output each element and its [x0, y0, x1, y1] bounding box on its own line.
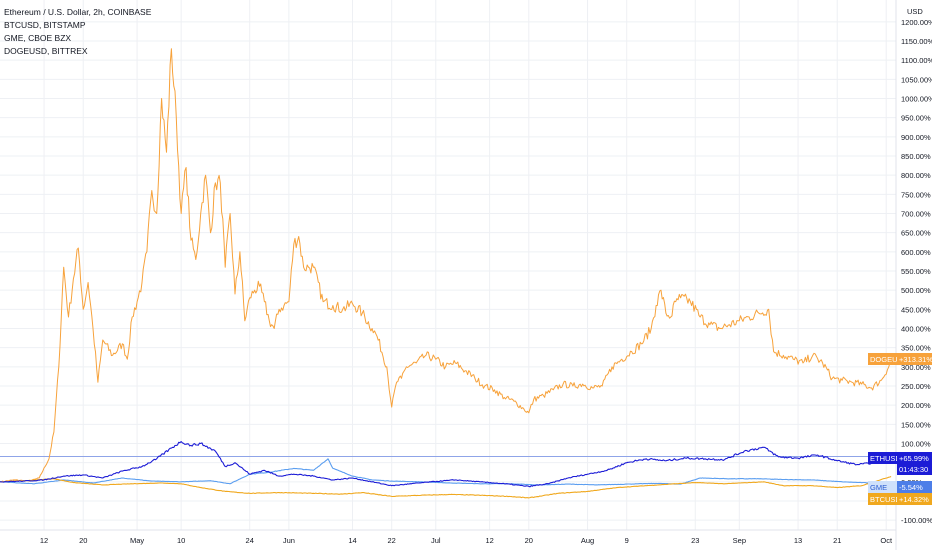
- y-tick-label: -100.00%: [901, 516, 932, 525]
- badge-name-box: [868, 452, 897, 464]
- badge-eth: ETHUSD+65.99%: [868, 452, 932, 464]
- badge-value-box: [897, 481, 932, 493]
- y-tick-label: 700.00%: [901, 210, 931, 219]
- x-tick-label: 24: [246, 536, 254, 545]
- grid-layer: [0, 0, 897, 550]
- x-tick-label: 20: [525, 536, 533, 545]
- legend-title[interactable]: Ethereum / U.S. Dollar, 2h, COINBASE: [4, 7, 152, 17]
- y-tick-label: 250.00%: [901, 382, 931, 391]
- chart-legend: Ethereum / U.S. Dollar, 2h, COINBASE BTC…: [4, 6, 151, 58]
- x-tick-label: 9: [625, 536, 629, 545]
- badge-btc: BTCUSD+14.32%: [868, 493, 932, 505]
- x-tick-label: 10: [177, 536, 185, 545]
- x-tick-label: 23: [691, 536, 699, 545]
- y-tick-label: 600.00%: [901, 248, 931, 257]
- series-line-ethusd: [0, 441, 892, 488]
- y-tick-label: 950.00%: [901, 114, 931, 123]
- x-tick-label: 22: [388, 536, 396, 545]
- series-layer: [0, 48, 892, 499]
- eth-countdown: 01:43:30: [899, 465, 928, 474]
- y-tick-label: 800.00%: [901, 171, 931, 180]
- x-tick-label: Oct: [880, 536, 893, 545]
- badge-gme: GME -5.54%: [868, 481, 932, 493]
- x-tick-label: 12: [485, 536, 493, 545]
- badge-name-box: [868, 353, 897, 365]
- y-tick-label: 350.00%: [901, 344, 931, 353]
- badge-value: +14.32%: [899, 495, 929, 504]
- y-tick-label: 500.00%: [901, 286, 931, 295]
- series-line-btcusd: [0, 475, 892, 499]
- y-tick-label: 200.00%: [901, 401, 931, 410]
- x-tick-label: 13: [794, 536, 802, 545]
- y-tick-label: 1100.00%: [901, 56, 932, 65]
- y-tick-label: 100.00%: [901, 440, 931, 449]
- y-tick-label: 1000.00%: [901, 95, 932, 104]
- y-tick-label: 1200.00%: [901, 18, 932, 27]
- legend-item-dogeusd[interactable]: DOGEUSD, BITTREX: [4, 46, 88, 56]
- legend-item-gme[interactable]: GME, CBOE BZX: [4, 33, 72, 43]
- y-axis-label: USD: [907, 7, 923, 16]
- series-line-gme: [0, 458, 892, 486]
- y-tick-label: 550.00%: [901, 267, 931, 276]
- series-line-dogeusd: [0, 48, 892, 483]
- x-tick-label: Aug: [581, 536, 594, 545]
- y-tick-label: 400.00%: [901, 325, 931, 334]
- x-tick-label: 20: [79, 536, 87, 545]
- x-tick-label: 14: [348, 536, 356, 545]
- x-tick-label: 12: [40, 536, 48, 545]
- badge-name: GME: [870, 483, 887, 492]
- badge-value-box: [897, 353, 932, 365]
- y-tick-label: 150.00%: [901, 420, 931, 429]
- badge-name-box: [868, 481, 897, 493]
- y-tick-label: 850.00%: [901, 152, 931, 161]
- badge-name: BTCUSD: [870, 495, 901, 504]
- x-tick-label: 21: [833, 536, 841, 545]
- y-tick-label: 650.00%: [901, 229, 931, 238]
- x-tick-label: Sep: [733, 536, 746, 545]
- x-tick-label: Jun: [283, 536, 295, 545]
- badge-name-box: [868, 493, 897, 505]
- badge-value-box: [897, 452, 932, 464]
- badge-doge: DOGEUSD+313.31%: [868, 353, 932, 365]
- badge-name: ETHUSD: [870, 454, 901, 463]
- x-tick-label: May: [130, 536, 144, 545]
- x-tick-label: Jul: [431, 536, 441, 545]
- badge-value: +313.31%: [899, 355, 932, 364]
- eth-countdown-box: [897, 464, 932, 475]
- badge-value-box: [897, 493, 932, 505]
- y-tick-label: 300.00%: [901, 363, 931, 372]
- badge-value: -5.54%: [899, 483, 923, 492]
- legend-item-btcusd[interactable]: BTCUSD, BITSTAMP: [4, 20, 86, 30]
- badge-name: DOGEUSD: [870, 355, 909, 364]
- y-tick-label: 1050.00%: [901, 75, 932, 84]
- y-tick-label: 900.00%: [901, 133, 931, 142]
- y-tick-label: 450.00%: [901, 305, 931, 314]
- y-tick-label: 750.00%: [901, 190, 931, 199]
- x-axis[interactable]: 12 20 May 10 24 Jun 14 22 Jul 12 20 Aug 9 23 Sep 13 21 Oc…: [40, 536, 893, 545]
- y-tick-label: 1150.00%: [901, 37, 932, 46]
- badge-value: +65.99%: [899, 454, 929, 463]
- y-axis[interactable]: -100.00%-50.00%0.00%50.00%100.00%150.00%…: [901, 7, 932, 525]
